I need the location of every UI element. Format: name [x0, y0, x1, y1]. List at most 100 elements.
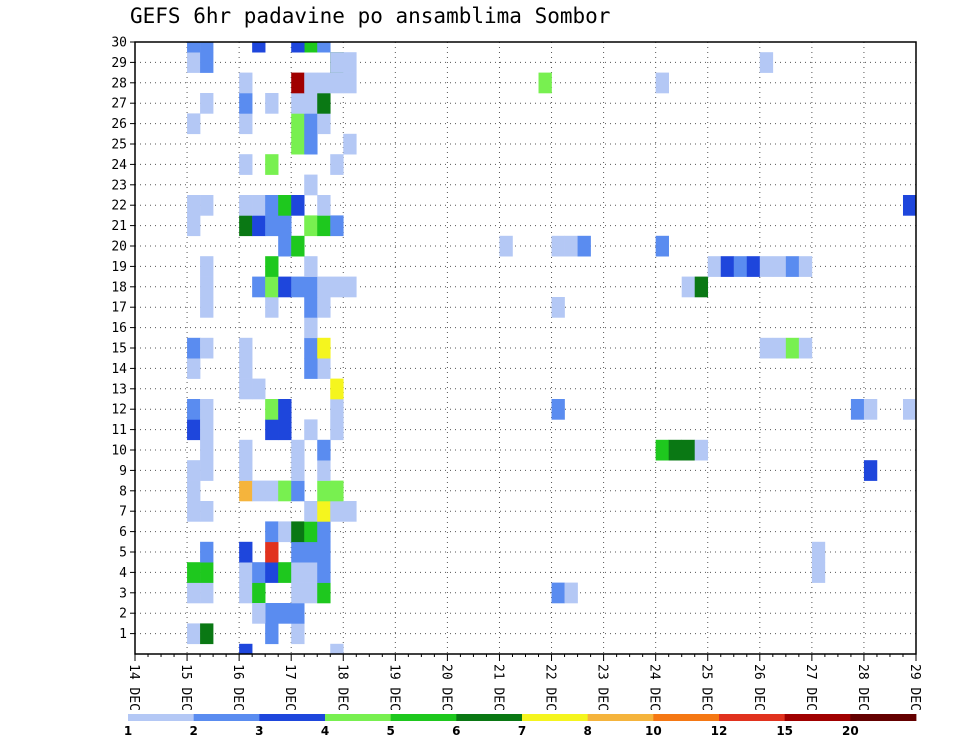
colorbar-label: 4	[321, 724, 329, 738]
heatmap-cell	[330, 378, 344, 400]
heatmap-cell	[317, 215, 331, 237]
heatmap-cell	[343, 276, 357, 298]
heatmap-cell	[239, 643, 253, 655]
heatmap-cell	[239, 439, 253, 461]
heatmap-cell	[317, 276, 331, 298]
heatmap-cell	[759, 337, 774, 359]
heatmap-cell	[850, 399, 865, 420]
y-tick-label: 25	[111, 138, 127, 153]
y-tick-label: 6	[119, 525, 127, 540]
x-tick-label: 27 DEC	[803, 664, 818, 711]
colorbar-swatch	[850, 714, 917, 721]
heatmap-cell	[200, 256, 214, 277]
heatmap-cell	[252, 582, 266, 604]
heatmap-cell	[265, 256, 279, 277]
colorbar-label: 5	[386, 724, 394, 738]
heatmap-cell	[798, 256, 813, 277]
heatmap-cell	[187, 582, 201, 604]
heatmap-cell	[239, 378, 253, 400]
heatmap-cell	[538, 72, 552, 94]
heatmap-cell	[863, 399, 878, 420]
heatmap-cell	[239, 358, 253, 379]
x-tick-label: 16 DEC	[230, 664, 245, 711]
heatmap-cell	[200, 419, 214, 441]
y-tick-label: 15	[111, 342, 127, 357]
y-tick-label: 7	[119, 505, 127, 520]
heatmap-cell	[291, 582, 305, 604]
heatmap-cell	[317, 337, 331, 359]
heatmap-cell	[278, 480, 292, 502]
heatmap-cell	[187, 480, 201, 502]
heatmap-cell	[265, 154, 279, 175]
heatmap-cell	[304, 276, 318, 298]
colorbar-swatch	[522, 714, 589, 721]
y-tick-label: 9	[119, 464, 127, 479]
heatmap-cell	[317, 541, 331, 563]
heatmap-cell	[291, 541, 305, 563]
heatmap-cell	[681, 276, 696, 298]
heatmap-cell	[759, 256, 774, 277]
y-tick-label: 16	[111, 321, 127, 336]
heatmap-cell	[772, 256, 787, 277]
heatmap-cell	[187, 113, 201, 135]
colorbar-swatch	[719, 714, 786, 721]
heatmap-cell	[785, 337, 800, 359]
heatmap-cell	[681, 439, 696, 461]
heatmap-cell	[291, 113, 305, 135]
heatmap-cell	[304, 42, 318, 53]
y-tick-label: 13	[111, 382, 127, 397]
colorbar-label: 3	[255, 724, 263, 738]
y-tick-label: 24	[111, 158, 127, 173]
heatmap-cell	[200, 195, 214, 216]
heatmap-cell	[291, 521, 305, 543]
y-tick-label: 3	[119, 586, 127, 601]
heatmap-cell	[291, 235, 305, 257]
heatmap-cell	[265, 297, 279, 318]
heatmap-cell	[902, 399, 917, 420]
y-tick-label: 8	[119, 484, 127, 499]
y-tick-label: 11	[111, 423, 127, 438]
colorbar: 1 2 3 4 5 6 7 8 10 12 15 20	[124, 714, 917, 738]
heatmap-cell	[200, 42, 214, 53]
heatmap-cell	[265, 215, 279, 237]
x-tick-label: 15 DEC	[178, 664, 193, 711]
heatmap-cell	[200, 623, 214, 645]
heatmap-cell	[343, 72, 357, 94]
heatmap-cell	[265, 541, 279, 563]
heatmap-cell	[668, 439, 682, 461]
heatmap-cell	[265, 562, 279, 583]
heatmap-cell	[278, 215, 292, 237]
colorbar-swatch	[259, 714, 326, 721]
x-axis: 14 DEC 15 DEC 16 DEC 17 DEC 18 DEC 19 DEC 20 D…	[126, 654, 922, 711]
heatmap-cell	[239, 215, 253, 237]
heatmap-cell	[291, 276, 305, 298]
heatmap-cell	[317, 195, 331, 216]
heatmap-cell	[304, 337, 318, 359]
heatmap-cell	[551, 235, 565, 257]
heatmap-cell	[187, 562, 201, 583]
heatmap-cell	[330, 276, 344, 298]
heatmap-cell	[200, 582, 214, 604]
colorbar-label: 1	[124, 724, 132, 738]
heatmap-cell	[265, 195, 279, 216]
heatmap-cell	[278, 235, 292, 257]
heatmap-cell	[785, 256, 800, 277]
colorbar-label: 12	[711, 724, 728, 738]
y-tick-label: 29	[111, 56, 127, 71]
heatmap-cell	[317, 113, 331, 135]
heatmap-cell	[317, 501, 331, 522]
heatmap-cell	[265, 623, 279, 645]
heatmap-cell	[252, 480, 266, 502]
heatmap-cell	[304, 113, 318, 135]
x-tick-label: 23 DEC	[595, 664, 610, 711]
heatmap-cell	[291, 460, 305, 481]
heatmap-cell	[551, 297, 565, 318]
x-tick-label: 18 DEC	[334, 664, 349, 711]
heatmap-cell	[278, 195, 292, 216]
heatmap-cell	[317, 297, 331, 318]
y-tick-label: 27	[111, 97, 127, 112]
y-tick-label: 14	[111, 362, 127, 377]
y-tick-label: 10	[111, 444, 127, 459]
heatmap-cell	[564, 235, 578, 257]
heatmap-cell	[187, 623, 201, 645]
